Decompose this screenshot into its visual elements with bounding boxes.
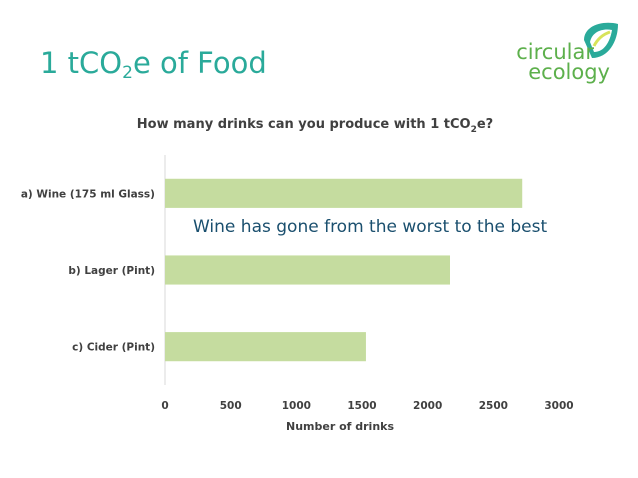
chart-title: How many drinks can you produce with 1 t… (137, 117, 493, 135)
x-tick-1: 500 (220, 400, 242, 412)
bar-0 (165, 178, 523, 208)
logo-word-ecology: ecology (528, 60, 610, 84)
bars-group (165, 178, 523, 362)
x-tick-3: 1500 (347, 400, 376, 412)
category-label-2: c) Cider (Pint) (72, 342, 155, 354)
x-tick-0: 0 (161, 400, 168, 412)
category-labels: a) Wine (175 ml Glass) b) Lager (Pint) c) … (21, 188, 155, 353)
slide-title-main: 1 tCO (40, 46, 123, 80)
category-label-1: b) Lager (Pint) (68, 265, 155, 277)
x-tick-5: 2500 (479, 400, 508, 412)
chart-title-main: How many drinks can you produce with 1 t… (137, 117, 471, 132)
x-tick-labels: 0 500 1000 1500 2000 2500 3000 (161, 400, 573, 412)
slide-title-tail: e of Food (132, 46, 267, 80)
category-label-0: a) Wine (175 ml Glass) (21, 188, 155, 200)
circular-ecology-logo: circular ecology (492, 18, 622, 84)
chart-title-tail: e? (477, 117, 493, 132)
leaf-logo-icon (584, 22, 618, 58)
x-axis-title: Number of drinks (286, 420, 394, 433)
x-tick-2: 1000 (282, 400, 311, 412)
chart-title-subscript: 2 (471, 125, 477, 135)
chart-annotation: Wine has gone from the worst to the best (193, 217, 547, 237)
x-tick-6: 3000 (544, 400, 573, 412)
slide-title: 1 tCO2e of Food (40, 46, 267, 83)
logo-word-circular: circular (516, 40, 594, 64)
bar-2 (165, 332, 366, 362)
bar-1 (165, 255, 450, 285)
slide-title-subscript: 2 (122, 63, 133, 83)
x-tick-4: 2000 (413, 400, 442, 412)
